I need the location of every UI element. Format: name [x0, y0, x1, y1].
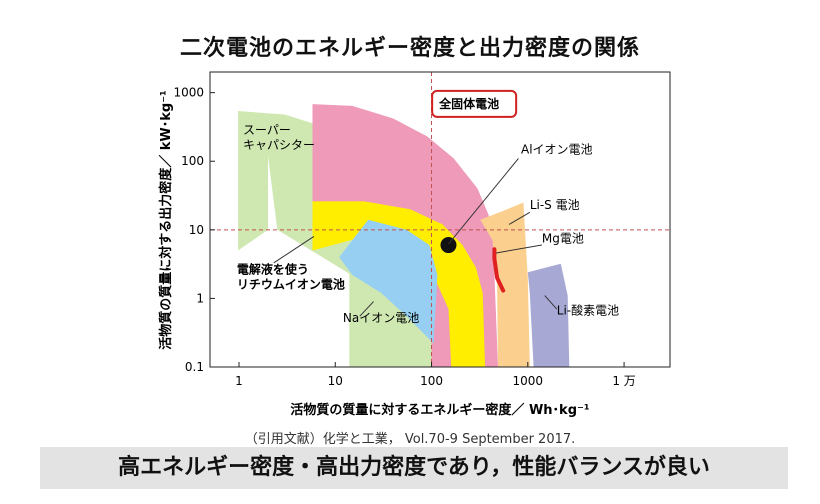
x-tick-label-1: 10 [328, 374, 343, 388]
y-tick-label-2: 10 [189, 223, 204, 237]
leader-line-4 [496, 244, 542, 254]
region-label-4: Li-S 電池 [530, 198, 580, 212]
x-tick-label-4: 1 万 [612, 374, 635, 388]
citation-caption: （引用文献）化学と工業， Vol.70-9 September 2017. [244, 432, 576, 447]
leader-line-2 [508, 211, 531, 225]
leader-line-1 [359, 301, 374, 317]
all-solid-state-callout-box [431, 89, 518, 118]
chart-series [440, 237, 506, 293]
region-label-5: Li-酸素電池 [557, 303, 619, 318]
y-tick-label-0: 0.1 [185, 360, 204, 374]
reference-lines [210, 72, 670, 367]
region-label-3: Naイオン電池 [343, 311, 419, 325]
plot-frame [209, 71, 671, 368]
y-tick-label-1: 1 [196, 291, 204, 305]
x-axis-label: 活物質の質量に対するエネルギー密度／ Wh･kg⁻¹ [290, 402, 589, 418]
page-title: 二次電池のエネルギー密度と出力密度の関係 [179, 36, 640, 61]
al-ion-point [440, 237, 457, 254]
y-tick-label-3: 100 [181, 154, 204, 168]
y-tick-label-4: 1000 [173, 86, 204, 100]
x-tick-label-3: 1000 [513, 374, 544, 388]
leader-line-3 [544, 295, 558, 310]
region-3-area [339, 219, 438, 344]
x-tick-label-0: 1 [235, 374, 243, 388]
series-label-0: Mg電池 [542, 232, 584, 246]
y-axis-label: 活物質の質量に対する出力密度／ kW･kg⁻¹ [158, 90, 174, 350]
mg-battery-line [492, 247, 506, 293]
leader-line-0 [273, 236, 315, 264]
region-label-2: 電解液を使うリチウムイオン電池 [237, 262, 345, 292]
region-5-area [527, 263, 570, 367]
axis-ticks: 1 10 100 1000 1 万 0.1 1 10 100 1000 [173, 86, 635, 388]
x-tick-label-2: 100 [420, 374, 443, 388]
series-label-1: Alイオン電池 [521, 142, 593, 156]
summary-banner: 高エネルギー密度・高出力密度であり，性能バランスが良い [40, 447, 788, 489]
region-4-area [480, 202, 530, 367]
annotation-leaders [273, 158, 558, 317]
region-label-1: 全固体電池 [438, 96, 499, 111]
leader-line-5 [448, 158, 519, 245]
region-label-0: スーパーキャパシター [243, 123, 315, 152]
